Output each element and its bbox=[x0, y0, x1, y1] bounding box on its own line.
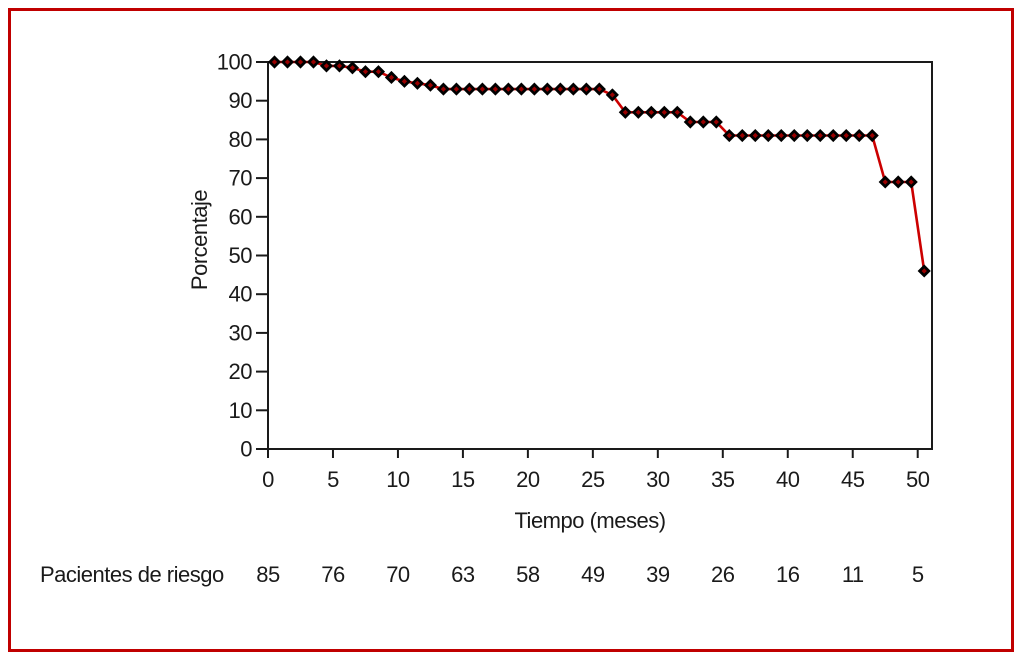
risk-row-values: 85 76 70 63 58 49 39 26 16 11 5 bbox=[256, 562, 924, 587]
plot-frame bbox=[267, 61, 933, 450]
data-point-marker bbox=[748, 128, 762, 143]
figure-border bbox=[8, 8, 1014, 652]
data-point-marker bbox=[722, 128, 736, 143]
survival-curve bbox=[267, 55, 931, 278]
data-point-marker bbox=[709, 115, 723, 129]
y-tick-label: 90 bbox=[229, 88, 253, 113]
data-point-marker bbox=[774, 128, 788, 143]
risk-count: 63 bbox=[451, 562, 475, 587]
data-point-marker bbox=[644, 105, 658, 119]
data-point-marker bbox=[839, 128, 853, 143]
data-point-marker bbox=[514, 82, 528, 96]
risk-count: 49 bbox=[581, 562, 605, 587]
data-point-marker bbox=[683, 115, 697, 129]
risk-count: 85 bbox=[256, 562, 280, 587]
x-tick-label: 25 bbox=[581, 467, 605, 492]
y-axis-tick-labels: 0 10 20 30 40 50 60 70 80 90 100 bbox=[217, 50, 253, 462]
y-tick-label: 50 bbox=[229, 243, 253, 268]
data-point-marker bbox=[813, 128, 827, 143]
x-tick-label: 5 bbox=[327, 467, 339, 492]
data-point-marker bbox=[319, 59, 334, 73]
data-point-marker bbox=[358, 65, 373, 79]
data-point-marker bbox=[904, 175, 918, 189]
data-point-marker bbox=[293, 55, 308, 69]
x-tick-label: 45 bbox=[841, 467, 865, 492]
y-tick-label: 30 bbox=[229, 320, 253, 345]
data-point-marker bbox=[384, 70, 399, 85]
data-point-marker bbox=[527, 82, 541, 96]
data-point-marker bbox=[566, 82, 580, 96]
data-point-marker bbox=[371, 65, 386, 79]
data-point-marker bbox=[800, 128, 814, 143]
y-tick-label: 0 bbox=[240, 437, 252, 462]
x-axis-tick-labels: 0 5 10 15 20 25 30 35 40 45 50 bbox=[262, 467, 930, 492]
data-point-marker bbox=[618, 105, 632, 119]
data-point-marker bbox=[332, 59, 347, 73]
data-point-marker bbox=[631, 105, 645, 119]
data-point-marker bbox=[475, 82, 489, 96]
data-point-marker bbox=[670, 105, 684, 119]
data-point-marker bbox=[878, 175, 892, 189]
plot-frame-rect bbox=[267, 61, 933, 450]
data-point-marker bbox=[397, 74, 412, 88]
data-point-marker bbox=[462, 82, 476, 96]
risk-count: 39 bbox=[646, 562, 670, 587]
x-tick-label: 50 bbox=[906, 467, 930, 492]
data-point-marker bbox=[865, 128, 879, 143]
x-axis-ticks bbox=[267, 449, 919, 458]
data-point-marker bbox=[891, 175, 905, 189]
risk-count: 26 bbox=[711, 562, 735, 587]
data-point-marker bbox=[761, 128, 775, 143]
data-point-marker bbox=[657, 105, 671, 119]
x-axis-title: Tiempo (meses) bbox=[514, 508, 665, 533]
risk-count: 16 bbox=[776, 562, 800, 587]
data-point-marker bbox=[449, 82, 463, 96]
data-point-marker bbox=[345, 61, 360, 75]
risk-row-label: Pacientes de riesgo bbox=[40, 562, 224, 587]
data-point-marker bbox=[267, 55, 282, 69]
data-point-marker bbox=[735, 128, 749, 143]
x-tick-label: 30 bbox=[646, 467, 670, 492]
risk-count: 76 bbox=[321, 562, 345, 587]
data-point-marker bbox=[605, 88, 619, 102]
y-axis-ticks bbox=[256, 61, 268, 450]
risk-count: 11 bbox=[842, 562, 864, 587]
y-tick-label: 100 bbox=[217, 50, 252, 75]
data-point-marker bbox=[410, 76, 425, 90]
data-point-marker bbox=[696, 115, 710, 129]
data-point-marker bbox=[917, 264, 931, 278]
data-point-marker bbox=[540, 82, 554, 96]
data-point-marker bbox=[787, 128, 801, 143]
y-tick-label: 70 bbox=[229, 166, 253, 191]
risk-count: 5 bbox=[912, 562, 924, 587]
data-point-marker bbox=[826, 128, 840, 143]
risk-count: 70 bbox=[386, 562, 410, 587]
x-tick-label: 10 bbox=[386, 467, 410, 492]
data-point-marker bbox=[501, 82, 515, 96]
data-point-marker bbox=[436, 82, 451, 96]
x-tick-label: 20 bbox=[516, 467, 540, 492]
x-tick-label: 0 bbox=[262, 467, 274, 492]
x-tick-label: 35 bbox=[711, 467, 735, 492]
x-tick-label: 40 bbox=[776, 467, 800, 492]
data-point-marker bbox=[423, 78, 438, 92]
data-point-marker bbox=[280, 55, 295, 69]
data-point-marker bbox=[488, 82, 502, 96]
y-tick-label: 10 bbox=[229, 398, 253, 423]
data-point-marker bbox=[306, 55, 321, 69]
y-tick-label: 60 bbox=[229, 204, 253, 229]
data-point-marker bbox=[579, 82, 593, 96]
data-point-marker bbox=[852, 128, 866, 143]
y-tick-label: 20 bbox=[229, 359, 253, 384]
x-tick-label: 15 bbox=[451, 467, 475, 492]
data-point-marker bbox=[592, 82, 606, 96]
y-tick-label: 40 bbox=[229, 282, 253, 307]
y-tick-label: 80 bbox=[229, 127, 253, 152]
risk-count: 58 bbox=[516, 562, 540, 587]
data-point-marker bbox=[553, 82, 567, 96]
y-axis-title: Porcentaje bbox=[187, 190, 212, 290]
